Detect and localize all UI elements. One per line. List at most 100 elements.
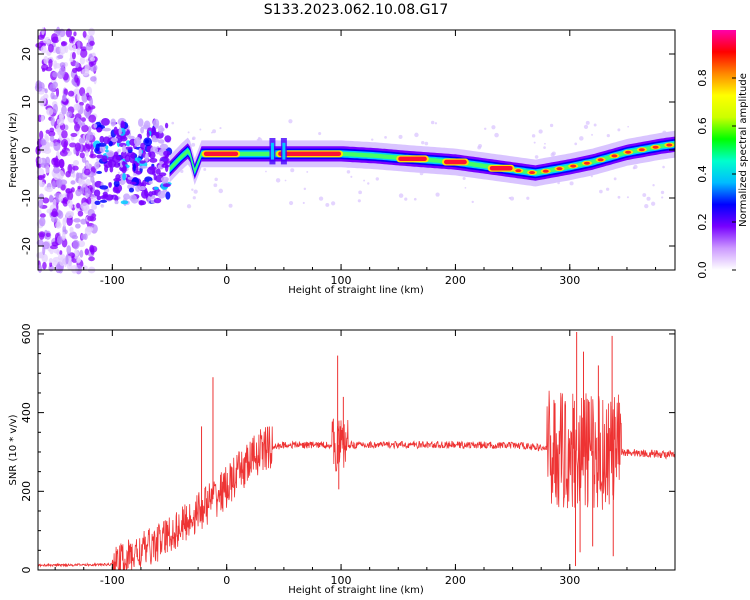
noise-blob (81, 202, 89, 212)
noise-blob (76, 92, 81, 102)
noise-speck (186, 204, 192, 209)
noise-blob (66, 261, 73, 270)
noise-speck (100, 204, 104, 207)
noise-blob (89, 245, 98, 253)
signal-blob (105, 149, 109, 153)
noise-blob (48, 130, 56, 137)
noise-blob (57, 235, 63, 245)
signal-blob (149, 151, 156, 159)
noise-blob (82, 30, 87, 38)
noise-speck (491, 125, 496, 130)
noise-blob (77, 210, 84, 217)
noise-blob (66, 245, 72, 255)
noise-speck (464, 186, 467, 189)
noise-blob (73, 31, 77, 37)
signal-blob (109, 159, 113, 163)
noise-blob (50, 116, 55, 127)
noise-blob (42, 261, 47, 270)
noise-blob (85, 161, 90, 170)
noise-blob (88, 114, 97, 123)
noise-blob (53, 249, 60, 254)
noise-blob (79, 56, 86, 65)
noise-blob (73, 218, 81, 223)
noise-blob (45, 232, 51, 238)
noise-blob (57, 35, 62, 41)
noise-speck (421, 140, 425, 145)
signal-blob (148, 180, 153, 185)
noise-blob (48, 43, 54, 53)
signal-blob (122, 172, 126, 181)
noise-blob (45, 186, 53, 193)
noise-blob (80, 233, 87, 240)
signal-blob (120, 120, 125, 129)
noise-blob (81, 124, 89, 133)
noise-blob (59, 250, 63, 255)
noise-speck (642, 193, 647, 197)
noise-speck (585, 120, 590, 125)
noise-blob (44, 135, 50, 142)
signal-blob (139, 160, 146, 164)
noise-blob (84, 248, 89, 256)
noise-speck (661, 196, 664, 199)
spectrogram-x-tick-label: 300 (559, 274, 580, 287)
ridge-peak (443, 159, 467, 165)
signal-blob (164, 135, 172, 143)
signal-blob (158, 125, 164, 134)
noise-blob (56, 179, 61, 189)
noise-blob (65, 28, 73, 38)
noise-speck (471, 200, 474, 204)
noise-blob (43, 55, 49, 65)
signal-blob (108, 140, 113, 147)
noise-blob (90, 76, 97, 82)
noise-blob (79, 152, 85, 159)
noise-speck (533, 141, 536, 144)
ridge-bead (652, 145, 659, 149)
signal-blob (120, 200, 129, 205)
colorbar: 0.0 0.2 0.4 0.6 0.8 Normalized spectral ampl… (696, 30, 749, 279)
noise-blob (89, 97, 93, 107)
spectrogram-x-tick-label: 100 (331, 274, 352, 287)
signal-blob (102, 127, 111, 132)
signal-blob (99, 199, 108, 203)
noise-speck (644, 203, 649, 209)
signal-blob (93, 123, 98, 128)
noise-blob (71, 264, 78, 274)
noise-speck (549, 123, 554, 128)
noise-speck (606, 133, 610, 138)
noise-blob (90, 175, 95, 183)
noise-blob (40, 45, 47, 54)
signal-blob (122, 145, 127, 153)
noise-blob (71, 67, 78, 74)
noise-speck (617, 195, 621, 199)
noise-blob (55, 221, 62, 229)
noise-speck (605, 187, 610, 191)
signal-blob (138, 147, 142, 157)
signal-blob (129, 181, 137, 185)
noise-speck (303, 187, 307, 191)
noise-blob (81, 68, 90, 76)
noise-blob (90, 149, 94, 158)
spectrogram-y-tick-label: -10 (20, 189, 33, 207)
noise-blob (66, 111, 73, 118)
noise-speck (191, 142, 196, 147)
noise-speck (171, 121, 175, 125)
noise-blob (74, 61, 80, 69)
signal-blob (158, 172, 167, 177)
noise-blob (59, 179, 68, 186)
signal-blob (135, 170, 142, 175)
noise-speck (652, 184, 655, 187)
noise-blob (69, 142, 77, 148)
noise-blob (90, 224, 98, 234)
snr-x-tick-label: -100 (100, 574, 125, 587)
noise-speck (646, 196, 651, 201)
noise-speck (346, 170, 351, 174)
noise-blob (76, 258, 82, 263)
signal-blob (148, 191, 153, 197)
noise-blob (56, 118, 65, 126)
signal-blob (152, 118, 160, 128)
noise-blob (80, 117, 86, 122)
noise-blob (87, 215, 94, 222)
signal-blob (135, 184, 141, 192)
